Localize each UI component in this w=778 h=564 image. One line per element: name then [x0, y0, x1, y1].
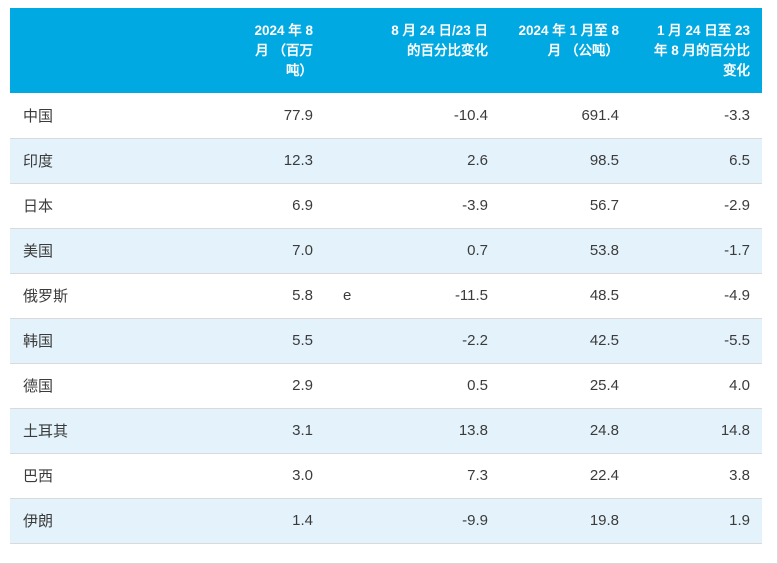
footnote-marker: [313, 453, 356, 499]
value-cell-mom: 7.3: [355, 453, 490, 499]
value-cell-yoy: -1.7: [620, 228, 763, 274]
column-header-aug-2024: 2024 年 8 月 （百万 吨）: [172, 8, 356, 93]
country-cell: 德国: [10, 363, 172, 409]
table-row-germany: 德国 2.9 0.5 25.4 4.0: [10, 363, 763, 409]
footnote-marker: [313, 408, 356, 454]
value-cell-ytd: 98.5: [489, 138, 621, 184]
table-body: 中国 77.9 -10.4 691.4 -3.3 印度 12.3 2.6 98.…: [10, 93, 763, 544]
value-cell-ytd: 25.4: [489, 363, 621, 409]
value-cell-yoy: -4.9: [620, 273, 763, 319]
footnote-marker: [313, 138, 356, 184]
column-header-country: [10, 8, 172, 93]
footnote-marker: [313, 93, 356, 139]
value-cell-yoy: 6.5: [620, 138, 763, 184]
value-cell-mom: -2.2: [355, 318, 490, 364]
value-cell-aug: 5.8: [172, 273, 313, 319]
value-cell-yoy: 1.9: [620, 498, 763, 544]
value-cell-ytd: 24.8: [489, 408, 621, 454]
table-row-south-korea: 韩国 5.5 -2.2 42.5 -5.5: [10, 318, 763, 364]
value-cell-ytd: 42.5: [489, 318, 621, 364]
value-cell-mom: 0.5: [355, 363, 490, 409]
footnote-marker: [313, 318, 356, 364]
value-cell-mom: 0.7: [355, 228, 490, 274]
value-cell-mom: -10.4: [355, 93, 490, 139]
column-header-jan-aug-2024: 2024 年 1 月至 8 月 （公吨）: [489, 8, 621, 93]
value-cell-mom: -9.9: [355, 498, 490, 544]
table-row-russia: 俄罗斯 5.8 e -11.5 48.5 -4.9: [10, 273, 763, 319]
value-cell-aug: 6.9: [172, 183, 313, 229]
value-cell-yoy: 14.8: [620, 408, 763, 454]
value-cell-yoy: -5.5: [620, 318, 763, 364]
footnote-marker: [313, 183, 356, 229]
value-cell-ytd: 56.7: [489, 183, 621, 229]
value-cell-ytd: 53.8: [489, 228, 621, 274]
country-cell: 印度: [10, 138, 172, 184]
value-cell-ytd: 691.4: [489, 93, 621, 139]
footnote-marker: [313, 228, 356, 274]
country-cell: 巴西: [10, 453, 172, 499]
country-cell: 韩国: [10, 318, 172, 364]
value-cell-aug: 3.0: [172, 453, 313, 499]
value-cell-mom: -11.5: [355, 273, 490, 319]
column-header-pct-change-ytd: 1 月 24 日至 23 年 8 月的百分比 变化: [620, 8, 763, 93]
value-cell-ytd: 22.4: [489, 453, 621, 499]
value-cell-aug: 2.9: [172, 363, 313, 409]
footnote-marker: [313, 498, 356, 544]
value-cell-ytd: 48.5: [489, 273, 621, 319]
table-header: 2024 年 8 月 （百万 吨） 8 月 24 日/23 日 的百分比变化 2…: [10, 8, 763, 93]
value-cell-aug: 5.5: [172, 318, 313, 364]
footnote-marker: e: [313, 273, 356, 319]
country-cell: 中国: [10, 93, 172, 139]
country-cell: 日本: [10, 183, 172, 229]
table-row-china: 中国 77.9 -10.4 691.4 -3.3: [10, 93, 763, 139]
table-row-iran: 伊朗 1.4 -9.9 19.8 1.9: [10, 498, 763, 544]
steel-production-table: 2024 年 8 月 （百万 吨） 8 月 24 日/23 日 的百分比变化 2…: [10, 8, 763, 544]
value-cell-mom: 2.6: [355, 138, 490, 184]
value-cell-aug: 3.1: [172, 408, 313, 454]
value-cell-yoy: 4.0: [620, 363, 763, 409]
value-cell-yoy: 3.8: [620, 453, 763, 499]
column-header-pct-change-mom: 8 月 24 日/23 日 的百分比变化: [355, 8, 490, 93]
footnote-marker: [313, 363, 356, 409]
country-cell: 美国: [10, 228, 172, 274]
value-cell-ytd: 19.8: [489, 498, 621, 544]
value-cell-yoy: -3.3: [620, 93, 763, 139]
country-cell: 土耳其: [10, 408, 172, 454]
table-row-usa: 美国 7.0 0.7 53.8 -1.7: [10, 228, 763, 274]
value-cell-aug: 7.0: [172, 228, 313, 274]
table-row-india: 印度 12.3 2.6 98.5 6.5: [10, 138, 763, 184]
table-row-brazil: 巴西 3.0 7.3 22.4 3.8: [10, 453, 763, 499]
table-row-turkey: 土耳其 3.1 13.8 24.8 14.8: [10, 408, 763, 454]
value-cell-aug: 77.9: [172, 93, 313, 139]
country-cell: 伊朗: [10, 498, 172, 544]
country-cell: 俄罗斯: [10, 273, 172, 319]
header-row: 2024 年 8 月 （百万 吨） 8 月 24 日/23 日 的百分比变化 2…: [10, 8, 763, 93]
value-cell-yoy: -2.9: [620, 183, 763, 229]
value-cell-aug: 1.4: [172, 498, 313, 544]
value-cell-mom: -3.9: [355, 183, 490, 229]
value-cell-mom: 13.8: [355, 408, 490, 454]
table-row-japan: 日本 6.9 -3.9 56.7 -2.9: [10, 183, 763, 229]
value-cell-aug: 12.3: [172, 138, 313, 184]
